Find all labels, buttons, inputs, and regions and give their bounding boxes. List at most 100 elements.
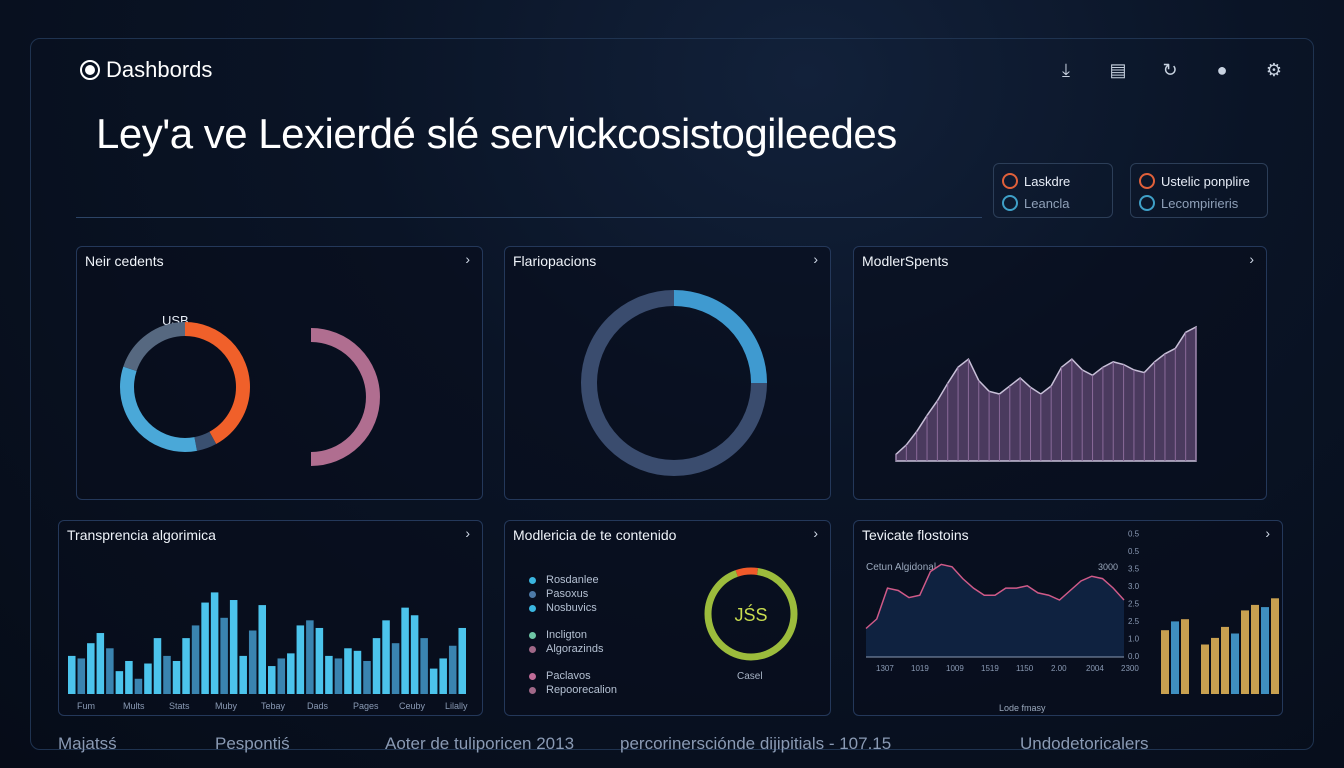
bar (306, 620, 314, 694)
bar (96, 633, 105, 694)
donut-segment (120, 322, 250, 452)
divider (76, 217, 982, 218)
x-tick-label: 1150 (1016, 664, 1034, 673)
bar (68, 655, 76, 694)
bar (420, 638, 428, 694)
legend-dot (529, 604, 536, 612)
panel-title: Neir cedents (85, 253, 164, 269)
panel-title: Flariopacions (513, 253, 597, 269)
status-chip[interactable]: Laskdre Leancla (993, 163, 1113, 218)
bar (429, 668, 438, 694)
chevron-right-icon[interactable]: › (813, 251, 818, 267)
donut-chart: JŚS (704, 567, 798, 661)
legend-item: Rosdanlee (529, 573, 617, 587)
bar (410, 615, 419, 694)
bar (1271, 598, 1279, 694)
x-tick-label: Stats (169, 701, 190, 711)
app-logo[interactable]: Dashbords (80, 57, 212, 83)
x-tick-label: Pages (353, 701, 379, 711)
bar (334, 658, 343, 694)
donut-chart (120, 322, 380, 466)
bar (344, 648, 352, 694)
legend-label: Nosbuvics (546, 602, 597, 614)
y-tick-label: 0.5 (1128, 530, 1140, 539)
status-chip[interactable]: Ustelic ponplire Lecompirieris (1130, 163, 1268, 218)
donut-segment (581, 290, 767, 476)
legend-dot (529, 686, 536, 694)
download-icon[interactable]: ⤓ (1062, 60, 1070, 80)
panel-title: ModlerSpents (862, 253, 949, 269)
legend-item: Incligton (529, 628, 617, 642)
footer-item[interactable]: Pespontiś (215, 734, 290, 753)
x-axis-label: Lode fmasy (999, 703, 1046, 713)
donut-segment (120, 322, 250, 452)
x-tick-label: 2300 (1121, 664, 1139, 673)
bar (106, 648, 114, 694)
area-series (895, 325, 1197, 462)
panel-title: Modlericia de te contenido (513, 527, 677, 543)
footer-item[interactable]: Majatsś (58, 734, 117, 753)
x-tick-label: Lilally (445, 701, 468, 711)
panel-tevicate: Tevicate flostoins › Cetun Algidonal 3000… (853, 520, 1283, 716)
bar (172, 660, 181, 694)
settings-icon[interactable]: ⚙ (1265, 60, 1283, 80)
panel-flariopacions: Flariopacions › (504, 246, 831, 500)
chevron-right-icon[interactable]: › (813, 525, 818, 541)
bar (296, 625, 305, 694)
chevron-right-icon[interactable]: › (1249, 251, 1254, 267)
bar (401, 607, 409, 694)
x-tick-label: 2004 (1086, 664, 1104, 673)
bar (315, 627, 324, 694)
power-icon (1002, 195, 1018, 211)
dashboard-frame (30, 38, 1314, 750)
bar (125, 660, 133, 694)
bar (287, 653, 295, 694)
clock-icon (1139, 173, 1155, 189)
bar (1211, 637, 1219, 694)
donut-segment (704, 567, 798, 661)
page-title: Ley'a ve Lexierdé slé servickcosistogile… (96, 110, 897, 157)
bar (439, 658, 447, 694)
panel-transprencia: Transprencia algorimica › Fum Mults Stats Mu… (58, 520, 483, 716)
info-icon[interactable]: ● (1216, 60, 1228, 80)
chevron-right-icon[interactable]: › (465, 251, 470, 267)
legend-dot (529, 590, 536, 598)
bar (1171, 621, 1179, 694)
bar (239, 655, 247, 694)
legend-label: Paclavos (546, 670, 591, 682)
bar (210, 592, 219, 694)
donut-segment (704, 567, 798, 661)
legend-label: Algorazinds (546, 643, 604, 655)
bar (115, 671, 124, 694)
legend-item: Pasoxus (529, 587, 617, 601)
bar (382, 620, 390, 694)
x-tick-label: Ceuby (399, 701, 426, 711)
bar (182, 638, 190, 694)
bar (229, 600, 238, 694)
y-tick-label: 3.0 (1128, 582, 1140, 591)
bar (391, 643, 400, 694)
legend-dot (529, 576, 536, 584)
bar (163, 655, 171, 694)
chevron-right-icon[interactable]: › (1265, 525, 1270, 541)
donut-center-label: JŚS (734, 604, 767, 625)
y-tick-label: 2.5 (1128, 600, 1140, 609)
chevron-right-icon[interactable]: › (465, 525, 470, 541)
donut-caption: Casel (737, 671, 763, 682)
legend-label: Repoorecalion (546, 684, 617, 696)
legend-item: Algorazinds (529, 642, 617, 656)
legend-dot (529, 672, 536, 680)
bar (268, 666, 276, 694)
bar (191, 625, 200, 694)
calendar-icon[interactable]: ▤ (1109, 60, 1127, 80)
x-tick-label: 1307 (876, 664, 894, 673)
status-icon (1002, 173, 1018, 189)
legend-dot (529, 645, 536, 653)
bar (87, 643, 95, 694)
footer-item[interactable]: Undodetoricalers (1020, 734, 1149, 753)
chip-sublabel: Lecompirieris (1161, 195, 1239, 211)
refresh-icon[interactable]: ↻ (1162, 60, 1178, 80)
footer-item: Aoter de tuliporicen 2013 (385, 734, 575, 753)
legend-label: Pasoxus (546, 588, 589, 600)
x-tick-label: 1009 (946, 664, 964, 673)
